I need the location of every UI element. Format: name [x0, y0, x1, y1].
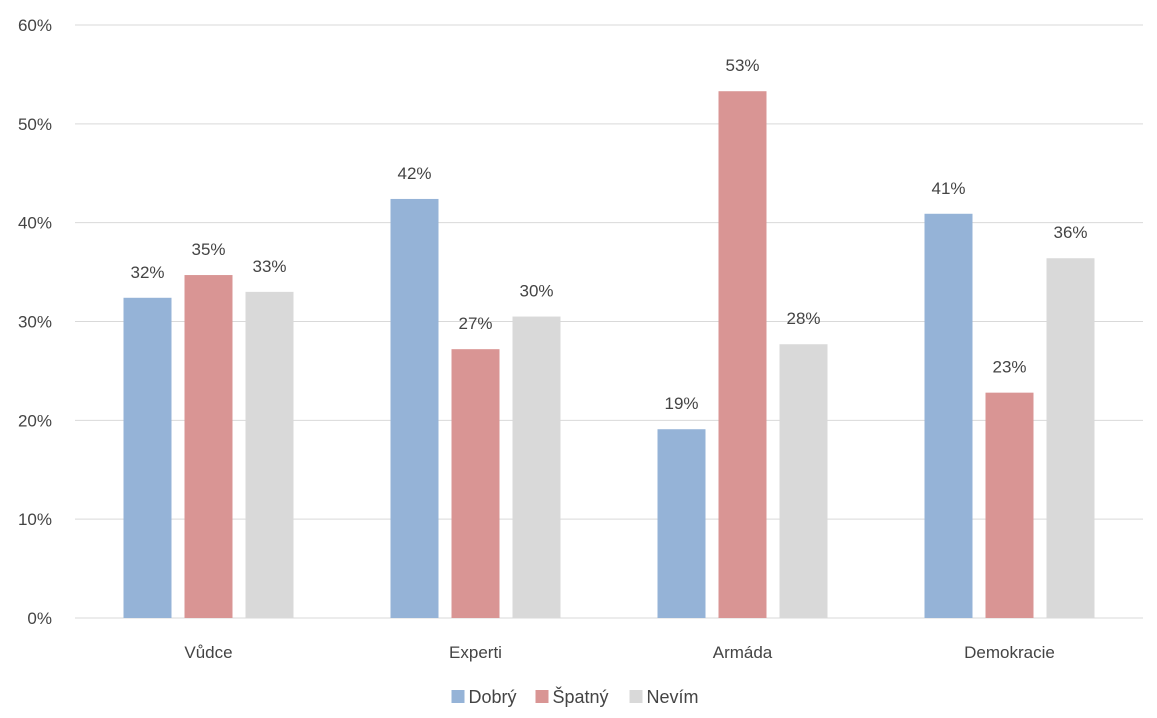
- bar-experti-1: [451, 349, 500, 618]
- bar-armáda-2: [779, 344, 828, 618]
- bar-demokracie-2: [1046, 258, 1095, 618]
- y-tick-label: 60%: [18, 16, 52, 35]
- data-label: 41%: [931, 179, 965, 198]
- data-label: 36%: [1053, 223, 1087, 242]
- y-tick-label: 20%: [18, 411, 52, 430]
- data-labels: 32% 35% 33% 42% 27% 30% 19% 53% 28% 41% 23% 36%: [130, 56, 1087, 413]
- bar-experti-2: [512, 316, 561, 618]
- bar-vůdce-2: [245, 291, 294, 618]
- bar-armáda-0: [657, 429, 706, 618]
- legend-label: Dobrý: [469, 687, 517, 707]
- data-label: 28%: [786, 309, 820, 328]
- bar-vůdce-1: [184, 275, 233, 618]
- data-label: 53%: [725, 56, 759, 75]
- bar-vůdce-0: [123, 297, 172, 618]
- legend-label: Nevím: [647, 687, 699, 707]
- y-tick-label: 40%: [18, 214, 52, 233]
- data-label: 35%: [191, 240, 225, 259]
- data-label: 27%: [458, 314, 492, 333]
- gridlines: [75, 24, 1143, 619]
- bar-armáda-1: [718, 91, 767, 619]
- bars: [123, 91, 1095, 619]
- legend-swatch: [451, 690, 465, 703]
- bar-experti-0: [390, 198, 439, 619]
- legend: Dobrý Špatný Nevím: [451, 686, 699, 707]
- y-tick-label: 30%: [18, 313, 52, 332]
- bar-demokracie-1: [985, 392, 1034, 618]
- y-tick-label: 50%: [18, 115, 52, 134]
- x-category-label: Vůdce: [184, 643, 232, 662]
- legend-label: Špatný: [553, 686, 609, 707]
- x-category-label: Demokracie: [964, 643, 1055, 662]
- bar-demokracie-0: [924, 213, 973, 618]
- data-label: 32%: [130, 263, 164, 282]
- x-category-label: Armáda: [713, 643, 773, 662]
- x-axis-categories: Vůdce Experti Armáda Demokracie: [184, 643, 1054, 662]
- data-label: 23%: [992, 358, 1026, 377]
- y-tick-label: 0%: [27, 609, 52, 628]
- data-label: 19%: [664, 394, 698, 413]
- data-label: 30%: [519, 282, 553, 301]
- data-label: 42%: [397, 164, 431, 183]
- y-axis-ticks: 0% 10% 20% 30% 40% 50% 60%: [18, 16, 52, 628]
- y-tick-label: 10%: [18, 510, 52, 529]
- data-label: 33%: [252, 257, 286, 276]
- legend-swatch: [629, 690, 643, 703]
- legend-swatch: [535, 690, 549, 703]
- x-category-label: Experti: [449, 643, 502, 662]
